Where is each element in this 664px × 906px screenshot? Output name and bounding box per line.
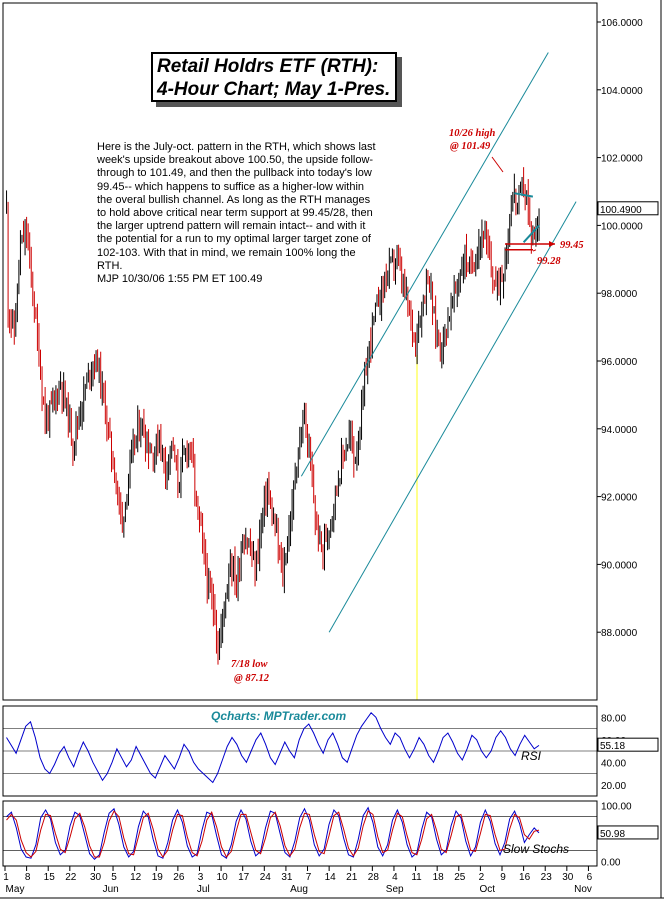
stoch-last-label: 50.98	[600, 829, 625, 840]
x-day-label: 22	[65, 872, 77, 883]
y-tick-label: 98.0000	[601, 289, 638, 300]
y-tick-label: 106.0000	[601, 18, 643, 29]
x-day-label: 4	[392, 872, 398, 883]
x-day-label: 23	[541, 872, 553, 883]
x-month-label: Sep	[386, 884, 404, 895]
x-day-label: 9	[500, 872, 506, 883]
chart-title-line1: Retail Holdrs ETF (RTH):	[157, 56, 379, 77]
stoch-last-box	[597, 825, 659, 840]
annotation-support-1: 99.45	[560, 240, 584, 251]
annotation-high-pointer	[491, 156, 504, 173]
x-day-label: 16	[519, 872, 531, 883]
x-day-label: 15	[44, 872, 56, 883]
rsi-pane-frame	[2, 705, 598, 797]
annotation-low-line2: @ 87.12	[234, 673, 270, 684]
stoch-tick-label: 0.00	[601, 858, 621, 869]
x-day-label: 2	[479, 872, 485, 883]
rsi-last-box	[597, 737, 659, 752]
rsi-tick-label: 20.00	[601, 781, 626, 792]
x-day-label: 12	[130, 872, 142, 883]
rsi-tick-label: 80.00	[601, 713, 626, 724]
x-day-label: 25	[454, 872, 466, 883]
x-day-label: 6	[587, 872, 593, 883]
rsi-label: RSI	[521, 749, 542, 763]
flag-line	[522, 224, 540, 244]
x-day-label: 7	[306, 872, 312, 883]
flag-line	[514, 192, 534, 198]
chart-title-line2: 4-Hour Chart; May 1-Pres.	[157, 79, 391, 100]
x-day-label: 8	[25, 872, 31, 883]
x-day-label: 26	[173, 872, 185, 883]
commentary-body: Here is the July-oct. pattern in the RTH…	[97, 141, 376, 272]
x-day-label: 31	[281, 872, 293, 883]
annotation-low-line1: 7/18 low	[231, 659, 268, 670]
y-tick-label: 102.0000	[601, 154, 643, 165]
y-tick-label: 90.0000	[601, 560, 638, 571]
x-day-label: 18	[433, 872, 445, 883]
annotation-support-2: 99.28	[537, 256, 561, 267]
x-day-label: 30	[562, 872, 574, 883]
stoch-label: Slow Stochs	[503, 842, 569, 856]
x-day-label: 3	[198, 872, 204, 883]
stoch-series-k	[6, 806, 540, 861]
analyst-commentary: Here is the July-oct. pattern in the RTH…	[97, 141, 377, 286]
y-tick-label: 104.0000	[601, 86, 643, 97]
x-day-label: 14	[325, 872, 337, 883]
rsi-last-label: 55.18	[600, 741, 625, 752]
commentary-signature: MJP 10/30/06 1:55 PM ET 100.49	[97, 273, 263, 286]
stoch-tick-label: 100.00	[601, 801, 632, 812]
x-month-label: Aug	[290, 884, 308, 895]
last-price-box	[597, 201, 659, 216]
y-tick-label: 88.0000	[601, 628, 638, 639]
rsi-tick-label: 40.00	[601, 758, 626, 769]
x-day-label: 17	[238, 872, 250, 883]
support-arrow-99-45	[549, 241, 555, 248]
x-day-label: 11	[411, 872, 422, 883]
x-day-label: 1	[3, 872, 9, 883]
x-month-label: Oct	[480, 884, 496, 895]
watermark: Qcharts: MPTrader.com	[211, 709, 346, 723]
channel-lower-line	[328, 201, 577, 633]
y-tick-label: 100.0000	[601, 221, 643, 232]
x-day-label: 10	[217, 872, 229, 883]
x-day-label: 28	[368, 872, 380, 883]
x-month-label: Jul	[197, 884, 210, 895]
x-day-label: 21	[346, 872, 358, 883]
x-day-label: 19	[152, 872, 164, 883]
stoch-series-d	[6, 810, 540, 858]
x-day-label: 5	[111, 872, 117, 883]
main-price-pane-frame	[2, 2, 598, 701]
x-day-label: 24	[260, 872, 272, 883]
chart-title: Retail Holdrs ETF (RTH): 4-Hour Chart; M…	[151, 52, 397, 102]
x-month-label: May	[6, 884, 25, 895]
support-connector	[532, 249, 537, 252]
y-tick-label: 94.0000	[601, 425, 638, 436]
y-tick-label: 92.0000	[601, 493, 638, 504]
annotation-high-line1: 10/26 high	[449, 128, 496, 139]
last-price-label: 100.4900	[600, 205, 642, 216]
x-month-label: Jun	[103, 884, 119, 895]
stoch-pane-frame	[2, 800, 598, 867]
x-day-label: 30	[90, 872, 102, 883]
x-month-label: Nov	[574, 884, 592, 895]
rsi-series-line	[6, 712, 540, 784]
y-tick-label: 96.0000	[601, 357, 638, 368]
channel-upper-line	[300, 52, 549, 477]
annotation-high-line2: @ 101.49	[450, 141, 491, 152]
